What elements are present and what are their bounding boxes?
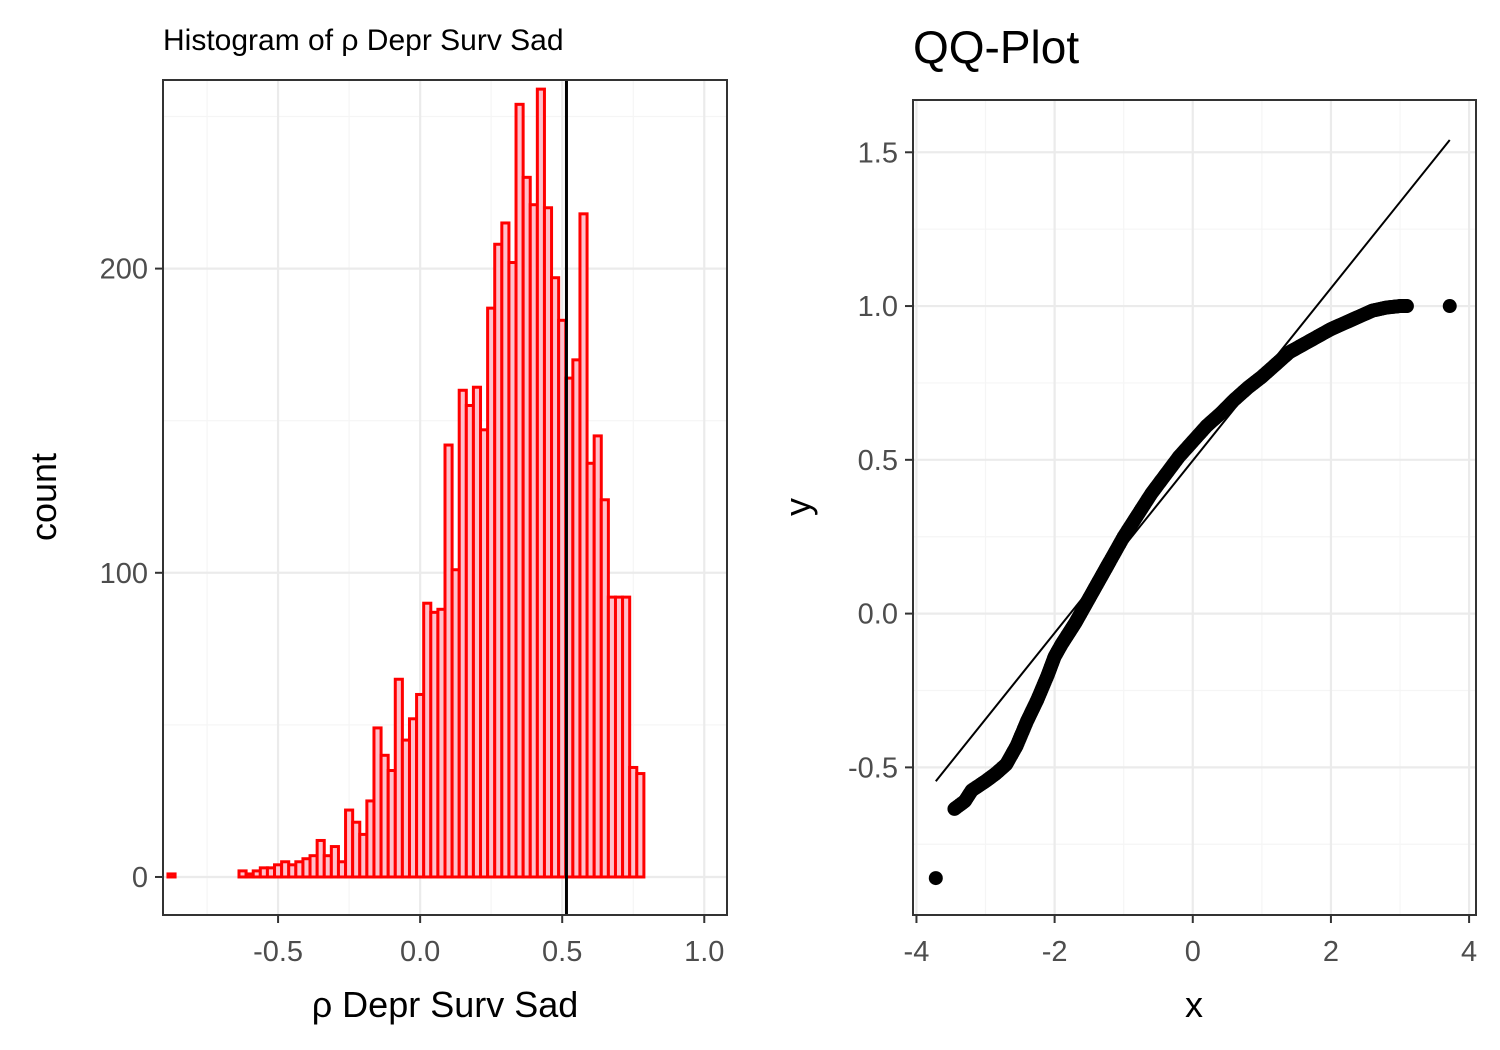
qq-x-axis: -4 -2 0 2 4 bbox=[904, 915, 1477, 968]
qq-y-axis: -0.5 0.0 0.5 1.0 1.5 bbox=[848, 137, 913, 784]
histogram-bars bbox=[166, 87, 646, 879]
histogram-x-axis-title: ρ Depr Surv Sad bbox=[312, 984, 579, 1025]
histogram-bar bbox=[635, 772, 646, 879]
qq-point bbox=[1442, 299, 1457, 314]
y-tick-label: 1.5 bbox=[858, 137, 898, 169]
histogram-y-axis: 0 100 200 bbox=[100, 254, 163, 894]
y-tick-label: 0.0 bbox=[858, 599, 898, 631]
qq-plot-title: QQ-Plot bbox=[913, 21, 1079, 73]
qq-points bbox=[928, 299, 1457, 886]
qq-plot-chart: QQ-Plot -4 -2 0 2 4 -0.5 0.0 0.5 1.0 1.5 x y bbox=[777, 21, 1477, 1025]
histogram-title: Histogram of ρ Depr Surv Sad bbox=[163, 24, 564, 57]
x-tick-label: 1.0 bbox=[684, 936, 724, 968]
qq-y-axis-title: y bbox=[777, 498, 818, 516]
y-tick-label: 0 bbox=[132, 862, 148, 894]
qq-point bbox=[1399, 299, 1414, 314]
y-tick-label: 200 bbox=[100, 254, 148, 286]
y-tick-label: 100 bbox=[100, 558, 148, 590]
qq-point bbox=[928, 871, 943, 886]
histogram-x-axis: -0.5 0.0 0.5 1.0 bbox=[253, 915, 724, 968]
histogram-panel-border bbox=[162, 79, 728, 916]
x-tick-label: -0.5 bbox=[253, 936, 303, 968]
histogram-bar bbox=[166, 872, 177, 879]
qq-panel-background bbox=[913, 100, 1476, 915]
x-tick-label: -2 bbox=[1042, 936, 1068, 968]
x-tick-label: 2 bbox=[1323, 936, 1339, 968]
histogram-bar bbox=[621, 595, 632, 879]
x-tick-label: 0 bbox=[1185, 936, 1201, 968]
qq-x-axis-title: x bbox=[1185, 984, 1203, 1025]
histogram-chart: Histogram of ρ Depr Surv Sad -0.5 0.0 0.5 1… bbox=[23, 24, 728, 1025]
x-tick-label: 4 bbox=[1461, 936, 1477, 968]
histogram-y-axis-title: count bbox=[23, 453, 64, 541]
y-tick-label: -0.5 bbox=[848, 752, 898, 784]
x-tick-label: 0.0 bbox=[400, 936, 440, 968]
qq-panel-border bbox=[912, 99, 1477, 916]
qq-reference-line bbox=[935, 139, 1451, 782]
y-tick-label: 0.5 bbox=[858, 445, 898, 477]
y-tick-label: 1.0 bbox=[858, 291, 898, 323]
x-tick-label: 0.5 bbox=[542, 936, 582, 968]
x-tick-label: -4 bbox=[904, 936, 930, 968]
